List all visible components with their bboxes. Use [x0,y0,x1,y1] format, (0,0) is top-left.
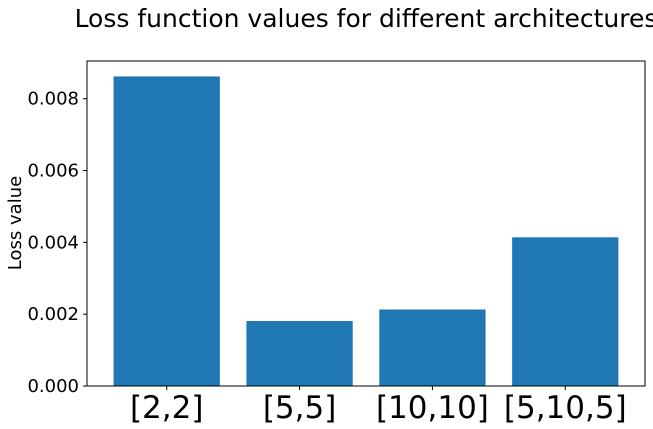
y-tick-label-1: 0.002 [27,304,79,325]
bar-1 [246,321,353,386]
y-tick-label-4: 0.008 [27,89,79,110]
y-axis-ticks: 0.000 0.002 0.004 0.006 0.008 [27,89,87,397]
x-tick-label-2: [10,10] [376,390,489,426]
y-axis-label: Loss value [5,176,26,270]
chart-title: Loss function values for different archi… [75,4,653,33]
bar-0 [113,76,220,386]
x-tick-label-3: [5,10,5] [504,390,627,426]
bar-2 [379,309,486,386]
bar-3 [512,237,619,386]
y-tick-label-2: 0.004 [27,232,79,253]
y-tick-label-0: 0.000 [27,376,79,397]
x-axis-ticks: [2,2] [5,5] [10,10] [5,10,5] [130,386,627,426]
plot-frame [86,60,646,387]
bars-group [113,76,619,386]
x-tick-label-1: [5,5] [263,390,337,426]
y-tick-label-3: 0.006 [27,161,79,182]
x-tick-label-0: [2,2] [130,390,204,426]
